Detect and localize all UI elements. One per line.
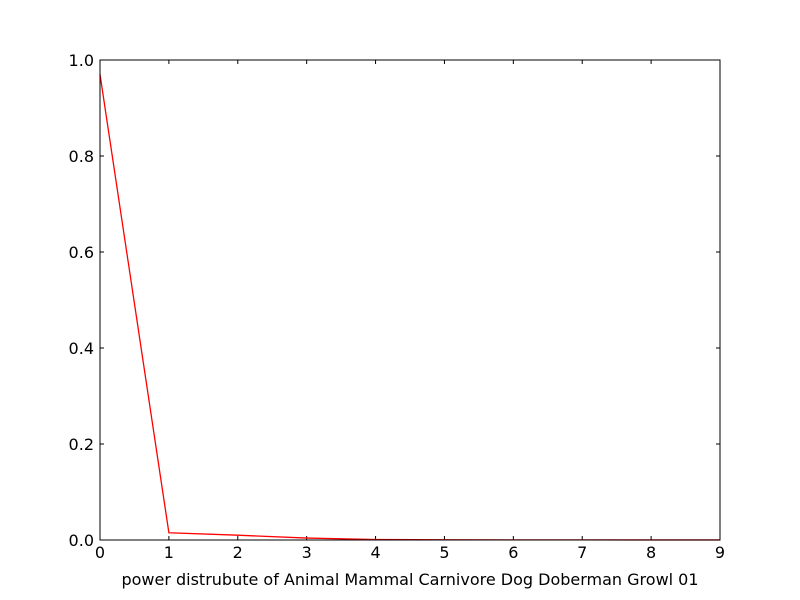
x-tick-label: 9: [715, 543, 725, 562]
tick-labels-layer: 0 1 2 3 4 5 6 7 8 9 0.0 0.2 0.4 0.6 0.8 1.0: [69, 51, 726, 562]
x-tick-label: 4: [370, 543, 380, 562]
ticks-layer: [99, 59, 721, 541]
x-tick-label: 8: [646, 543, 656, 562]
plot-background: [100, 60, 720, 540]
x-tick-label: 5: [439, 543, 449, 562]
x-tick-label: 7: [577, 543, 587, 562]
x-tick-label: 6: [508, 543, 518, 562]
y-tick-label: 0.0: [69, 531, 94, 550]
x-axis-label: power distrubute of Animal Mammal Carniv…: [121, 570, 698, 589]
x-tick-label: 2: [233, 543, 243, 562]
plot-frame: [99, 59, 721, 541]
x-tick-label: 1: [164, 543, 174, 562]
y-tick-label: 0.8: [69, 147, 94, 166]
y-tick-label: 0.6: [69, 243, 94, 262]
x-tick-label: 0: [95, 543, 105, 562]
y-tick-label: 0.2: [69, 435, 94, 454]
y-tick-label: 1.0: [69, 51, 94, 70]
x-tick-label: 3: [302, 543, 312, 562]
y-tick-label: 0.4: [69, 339, 94, 358]
